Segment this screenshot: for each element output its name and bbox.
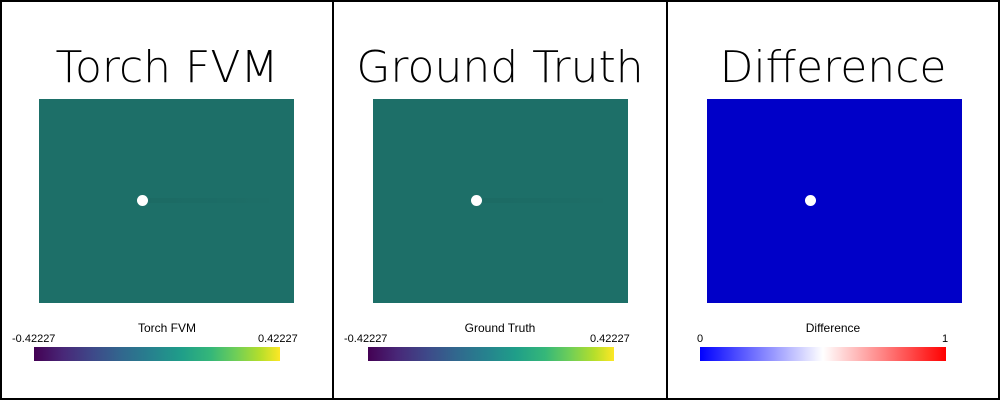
field-plot <box>707 99 962 303</box>
wake-streak <box>149 198 269 203</box>
circle-obstacle-icon <box>471 195 482 206</box>
colorbar-title: Ground Truth <box>464 321 536 335</box>
colorbar <box>34 347 280 361</box>
colorbar-min-label: -0.42227 <box>12 333 56 345</box>
wake-streak <box>483 198 603 203</box>
colorbar-title: Difference <box>805 321 861 335</box>
panel-title: Ground Truth <box>356 42 644 93</box>
colorbar <box>368 347 614 361</box>
colorbar-title: Torch FVM <box>137 321 196 335</box>
colorbar-min-label: -0.42227 <box>344 333 388 345</box>
colorbar-max-label: 0.42227 <box>258 333 298 345</box>
circle-obstacle-icon <box>137 195 148 206</box>
panel-difference: Difference Difference 0 1 <box>666 0 1000 400</box>
panel-ground-truth: Ground Truth Ground Truth -0.42227 0.422… <box>332 0 668 400</box>
colorbar-max-label: 1 <box>942 333 949 345</box>
colorbar <box>700 347 946 361</box>
panel-title: Torch FVM <box>55 42 279 93</box>
panel-torch-fvm: Torch FVM Torch FVM -0.42227 0.42227 <box>0 0 334 400</box>
panel-title: Difference <box>719 42 947 93</box>
field-plot <box>39 99 294 303</box>
colorbar-min-label: 0 <box>697 333 704 345</box>
field-plot <box>373 99 628 303</box>
circle-obstacle-icon <box>805 195 816 206</box>
colorbar-max-label: 0.42227 <box>590 333 630 345</box>
